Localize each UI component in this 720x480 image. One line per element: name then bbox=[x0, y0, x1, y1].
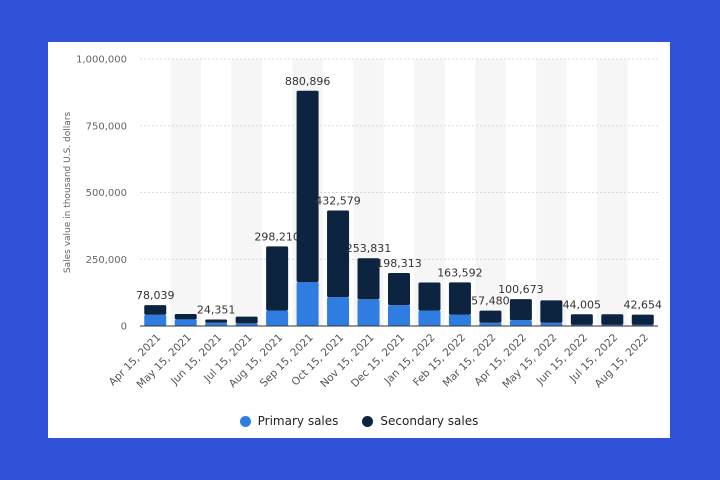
y-tick-label: 500,000 bbox=[86, 188, 127, 199]
data-label: 24,351 bbox=[197, 303, 236, 316]
data-label: 78,039 bbox=[136, 289, 175, 302]
chart-card: 0 250,000 500,000 750,000 1,000,000 Sales val… bbox=[48, 42, 670, 438]
bar-secondary-sales bbox=[266, 246, 289, 311]
x-tick-label: Mar 15, 2022 bbox=[441, 332, 499, 390]
y-tick-label: 250,000 bbox=[86, 255, 127, 266]
bar-secondary-sales bbox=[601, 314, 624, 325]
bar-secondary-sales bbox=[631, 314, 654, 325]
bar-secondary-sales bbox=[296, 90, 319, 282]
bar-primary-sales bbox=[388, 305, 410, 326]
bar-secondary-sales bbox=[205, 319, 228, 323]
x-tick-label: Sep 15, 2021 bbox=[258, 332, 316, 390]
x-tick-label: Aug 15, 2022 bbox=[592, 332, 650, 390]
bar-secondary-sales bbox=[388, 273, 410, 306]
bar-primary-sales bbox=[327, 297, 350, 326]
y-tick-label: 0 bbox=[121, 322, 127, 333]
bar-primary-sales bbox=[357, 299, 380, 326]
bar-primary-sales bbox=[418, 310, 441, 326]
y-axis-title: Sales value in thousand U.S. dollars bbox=[63, 112, 73, 274]
bar-secondary-sales bbox=[479, 310, 502, 323]
legend-swatch-secondary bbox=[362, 415, 374, 427]
bar-primary-sales bbox=[235, 323, 258, 326]
x-tick-label: Aug 15, 2021 bbox=[227, 332, 285, 390]
x-tick-label: Nov 15, 2021 bbox=[318, 332, 376, 390]
bar-primary-sales bbox=[205, 322, 228, 326]
data-label: 298,210 bbox=[254, 230, 300, 243]
data-label: 100,673 bbox=[498, 283, 544, 296]
chart-legend: Primary sales Secondary sales bbox=[48, 414, 670, 428]
data-label: 42,654 bbox=[624, 299, 663, 312]
y-tick-label: 1,000,000 bbox=[76, 55, 127, 66]
x-tick-label: Apr 15, 2021 bbox=[107, 332, 164, 389]
bar-secondary-sales bbox=[570, 314, 593, 325]
data-label: 44,005 bbox=[563, 298, 602, 311]
bar-primary-sales bbox=[296, 281, 319, 326]
data-label: 253,831 bbox=[346, 242, 392, 255]
legend-swatch-primary bbox=[239, 415, 251, 427]
bar-secondary-sales bbox=[448, 282, 471, 315]
bar-primary-sales bbox=[448, 314, 471, 326]
bar-secondary-sales bbox=[509, 299, 532, 321]
bar-secondary-sales bbox=[144, 305, 167, 315]
legend-item-primary[interactable]: Primary sales bbox=[239, 414, 339, 428]
bar-primary-sales bbox=[266, 310, 289, 326]
bar-secondary-sales bbox=[174, 313, 197, 320]
data-label: 198,313 bbox=[376, 257, 422, 270]
x-tick-label: Dec 15, 2021 bbox=[349, 332, 407, 390]
bar-primary-sales bbox=[540, 322, 563, 326]
legend-item-secondary[interactable]: Secondary sales bbox=[362, 414, 478, 428]
bar-primary-sales bbox=[509, 320, 532, 326]
legend-label-secondary: Secondary sales bbox=[380, 414, 479, 428]
data-label: 57,480 bbox=[471, 295, 510, 308]
bar-secondary-sales bbox=[235, 316, 258, 324]
data-label: 880,896 bbox=[285, 75, 331, 88]
y-tick-label: 750,000 bbox=[86, 121, 127, 132]
bar-secondary-sales bbox=[418, 282, 441, 311]
bar-secondary-sales bbox=[327, 210, 350, 298]
data-label: 163,592 bbox=[437, 266, 483, 279]
bar-primary-sales bbox=[144, 314, 167, 326]
bar-secondary-sales bbox=[540, 300, 563, 323]
bar-secondary-sales bbox=[357, 258, 380, 300]
stacked-bar-chart: 0 250,000 500,000 750,000 1,000,000 Sales val… bbox=[63, 55, 663, 391]
bar-primary-sales bbox=[174, 319, 197, 326]
legend-label-primary: Primary sales bbox=[257, 414, 339, 428]
bar-primary-sales bbox=[479, 322, 502, 326]
data-label: 432,579 bbox=[315, 195, 361, 208]
